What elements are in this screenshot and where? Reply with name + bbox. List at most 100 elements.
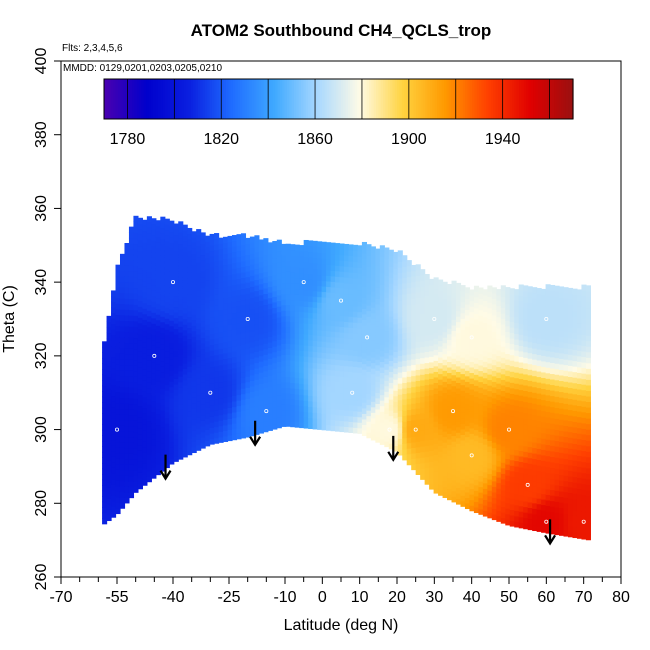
heatmap-cell <box>406 392 412 399</box>
heatmap-cell <box>357 272 363 280</box>
heatmap-cell <box>330 353 336 360</box>
heatmap-cell <box>321 413 327 420</box>
heatmap-cell <box>352 266 359 274</box>
heatmap-cell <box>119 502 126 509</box>
heatmap-cell <box>523 478 529 486</box>
heatmap-cell <box>496 477 502 484</box>
heatmap-cell <box>173 444 179 451</box>
heatmap-cell <box>308 422 314 429</box>
heatmap-cell <box>505 358 511 366</box>
heatmap-cell <box>285 398 291 405</box>
heatmap-cell <box>151 229 157 236</box>
heatmap-cell <box>379 394 385 401</box>
heatmap-cell <box>276 250 282 257</box>
heatmap-cell <box>102 468 108 475</box>
heatmap-cell <box>357 261 363 268</box>
heatmap-cell <box>379 427 385 434</box>
heatmap-cell <box>276 317 282 324</box>
heatmap-cell <box>146 315 152 322</box>
heatmap-cell <box>267 247 273 254</box>
heatmap-cell <box>487 456 493 464</box>
heatmap-cell <box>267 269 273 277</box>
heatmap-cell <box>438 307 444 314</box>
heatmap-cell <box>357 289 363 296</box>
heatmap-cell <box>451 413 457 420</box>
heatmap-cell <box>527 319 533 326</box>
heatmap-cell <box>496 289 502 296</box>
heatmap-cell <box>258 283 264 290</box>
heatmap-cell <box>559 507 565 514</box>
heatmap-cell <box>102 451 108 458</box>
heatmap-cell <box>509 409 515 417</box>
colorbar-segment <box>277 79 281 119</box>
heatmap-cell <box>451 369 457 376</box>
heatmap-cell <box>523 395 529 403</box>
heatmap-cell <box>312 384 318 391</box>
heatmap-cell <box>196 428 202 435</box>
heatmap-cell <box>572 460 578 467</box>
heatmap-cell <box>482 372 488 379</box>
heatmap-cell <box>200 282 206 289</box>
heatmap-cell <box>339 337 345 344</box>
heatmap-cell <box>285 348 291 355</box>
heatmap-cell <box>541 388 547 395</box>
heatmap-cell <box>155 424 161 431</box>
heatmap-cell <box>541 465 547 472</box>
heatmap-cell <box>223 297 229 304</box>
heatmap-cell <box>200 342 206 350</box>
heatmap-cell <box>487 434 493 441</box>
heatmap-cell <box>433 371 439 378</box>
heatmap-cell <box>263 337 269 344</box>
heatmap-cell <box>236 394 242 401</box>
heatmap-cell <box>559 385 565 393</box>
heatmap-cell <box>124 287 130 294</box>
heatmap-cell <box>128 425 135 432</box>
heatmap-cell <box>231 406 238 413</box>
heatmap-cell <box>326 280 332 288</box>
heatmap-cell <box>169 397 175 404</box>
heatmap-cell <box>406 331 412 339</box>
heatmap-cell <box>245 282 251 289</box>
heatmap-cell <box>133 309 139 316</box>
heatmap-cell <box>375 320 381 327</box>
heatmap-cell <box>133 342 139 350</box>
heatmap-cell <box>455 487 462 494</box>
heatmap-cell <box>393 445 399 452</box>
heatmap-cell <box>406 442 412 449</box>
heatmap-cell <box>402 327 408 334</box>
heatmap-cell <box>500 390 506 397</box>
heatmap-cell <box>532 309 538 316</box>
heatmap-cell <box>128 458 135 465</box>
heatmap-cell <box>164 301 170 308</box>
heatmap-cell <box>317 313 323 320</box>
heatmap-cell <box>111 500 117 507</box>
heatmap-cell <box>366 321 372 328</box>
heatmap-cell <box>223 319 229 326</box>
heatmap-cell <box>541 344 547 351</box>
heatmap-cell <box>155 457 161 465</box>
heatmap-cell <box>263 287 269 295</box>
heatmap-cell <box>236 400 242 407</box>
heatmap-cell <box>214 349 220 356</box>
heatmap-cell <box>317 357 323 364</box>
heatmap-cell <box>151 395 157 402</box>
heatmap-cell <box>523 523 529 530</box>
heatmap-cell <box>321 335 327 342</box>
heatmap-cell <box>563 441 569 449</box>
heatmap-cell <box>424 290 430 297</box>
heatmap-cell <box>393 362 399 369</box>
heatmap-cell <box>384 402 390 409</box>
heatmap-cell <box>128 281 135 289</box>
heatmap-cell <box>411 386 417 393</box>
heatmap-cell <box>106 437 112 444</box>
heatmap-cell <box>536 398 542 405</box>
heatmap-cell <box>249 325 255 332</box>
heatmap-cell <box>151 240 157 247</box>
heatmap-cell <box>178 436 184 444</box>
heatmap-cell <box>164 224 170 231</box>
heatmap-cell <box>173 378 179 385</box>
heatmap-cell <box>473 418 479 425</box>
heatmap-cell <box>308 306 314 313</box>
heatmap-cell <box>581 306 587 313</box>
heatmap-cell <box>231 417 238 424</box>
